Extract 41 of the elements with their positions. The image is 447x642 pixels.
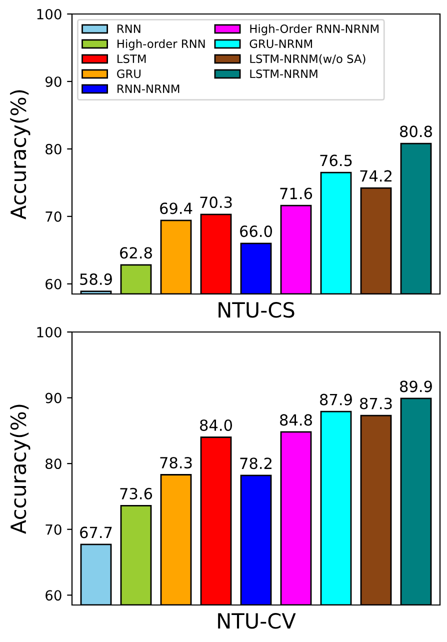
y-tick-label: 80 bbox=[46, 458, 62, 470]
text: 74.2 bbox=[360, 170, 392, 182]
legend-label: High-order RNN bbox=[118, 39, 205, 50]
legend-label: GRU bbox=[117, 69, 140, 78]
text: 80.8 bbox=[400, 126, 432, 138]
y-tick-label: 70 bbox=[46, 524, 62, 535]
legend-label: RNN bbox=[118, 24, 140, 33]
data-label: 87.9 bbox=[320, 394, 352, 406]
data-label: 73.6 bbox=[120, 488, 152, 500]
data-label: 87.3 bbox=[360, 398, 392, 410]
text: 71.6 bbox=[280, 188, 312, 200]
y-tick-label: 60 bbox=[46, 278, 62, 290]
text: 69.4 bbox=[160, 202, 192, 214]
legend-label: LSTM bbox=[118, 54, 146, 64]
y-axis-title: Accuracy(%) bbox=[10, 404, 30, 534]
y-tick-label: 100 bbox=[37, 8, 62, 20]
legend-label: LSTM-NRNM(w/o SA) bbox=[250, 54, 366, 64]
text: 62.8 bbox=[120, 247, 152, 259]
text: 58.9 bbox=[80, 273, 112, 285]
data-label: 84.8 bbox=[280, 414, 312, 426]
text: 76.5 bbox=[320, 154, 352, 166]
data-label: 78.3 bbox=[160, 456, 192, 468]
y-tick-label: 90 bbox=[45, 76, 62, 87]
data-label: 78.2 bbox=[240, 458, 272, 470]
y-tick-label: 80 bbox=[46, 144, 62, 154]
data-label: 67.7 bbox=[80, 526, 112, 538]
y-tick-label: 100 bbox=[37, 326, 62, 338]
legend-label: High-Order RNN-NRNM bbox=[250, 24, 378, 36]
legend-label: RNN-NRNM bbox=[118, 84, 180, 93]
text: 70.3 bbox=[200, 196, 232, 208]
x-axis-title: NTU-CS bbox=[218, 302, 294, 318]
data-label: 89.9 bbox=[400, 380, 432, 392]
legend-label: LSTM-NRNM bbox=[250, 69, 318, 78]
y-axis-title: Accuracy(%) bbox=[10, 90, 30, 220]
legend-label: GRU-NRNM bbox=[250, 39, 312, 48]
y-tick-label: 60 bbox=[46, 590, 62, 601]
y-tick-label: 90 bbox=[45, 392, 62, 404]
x-axis-title: NTU-CV bbox=[218, 613, 296, 629]
text: 66.0 bbox=[240, 226, 272, 238]
y-tick-label: 70 bbox=[46, 211, 62, 222]
data-label: 84.0 bbox=[200, 419, 232, 432]
